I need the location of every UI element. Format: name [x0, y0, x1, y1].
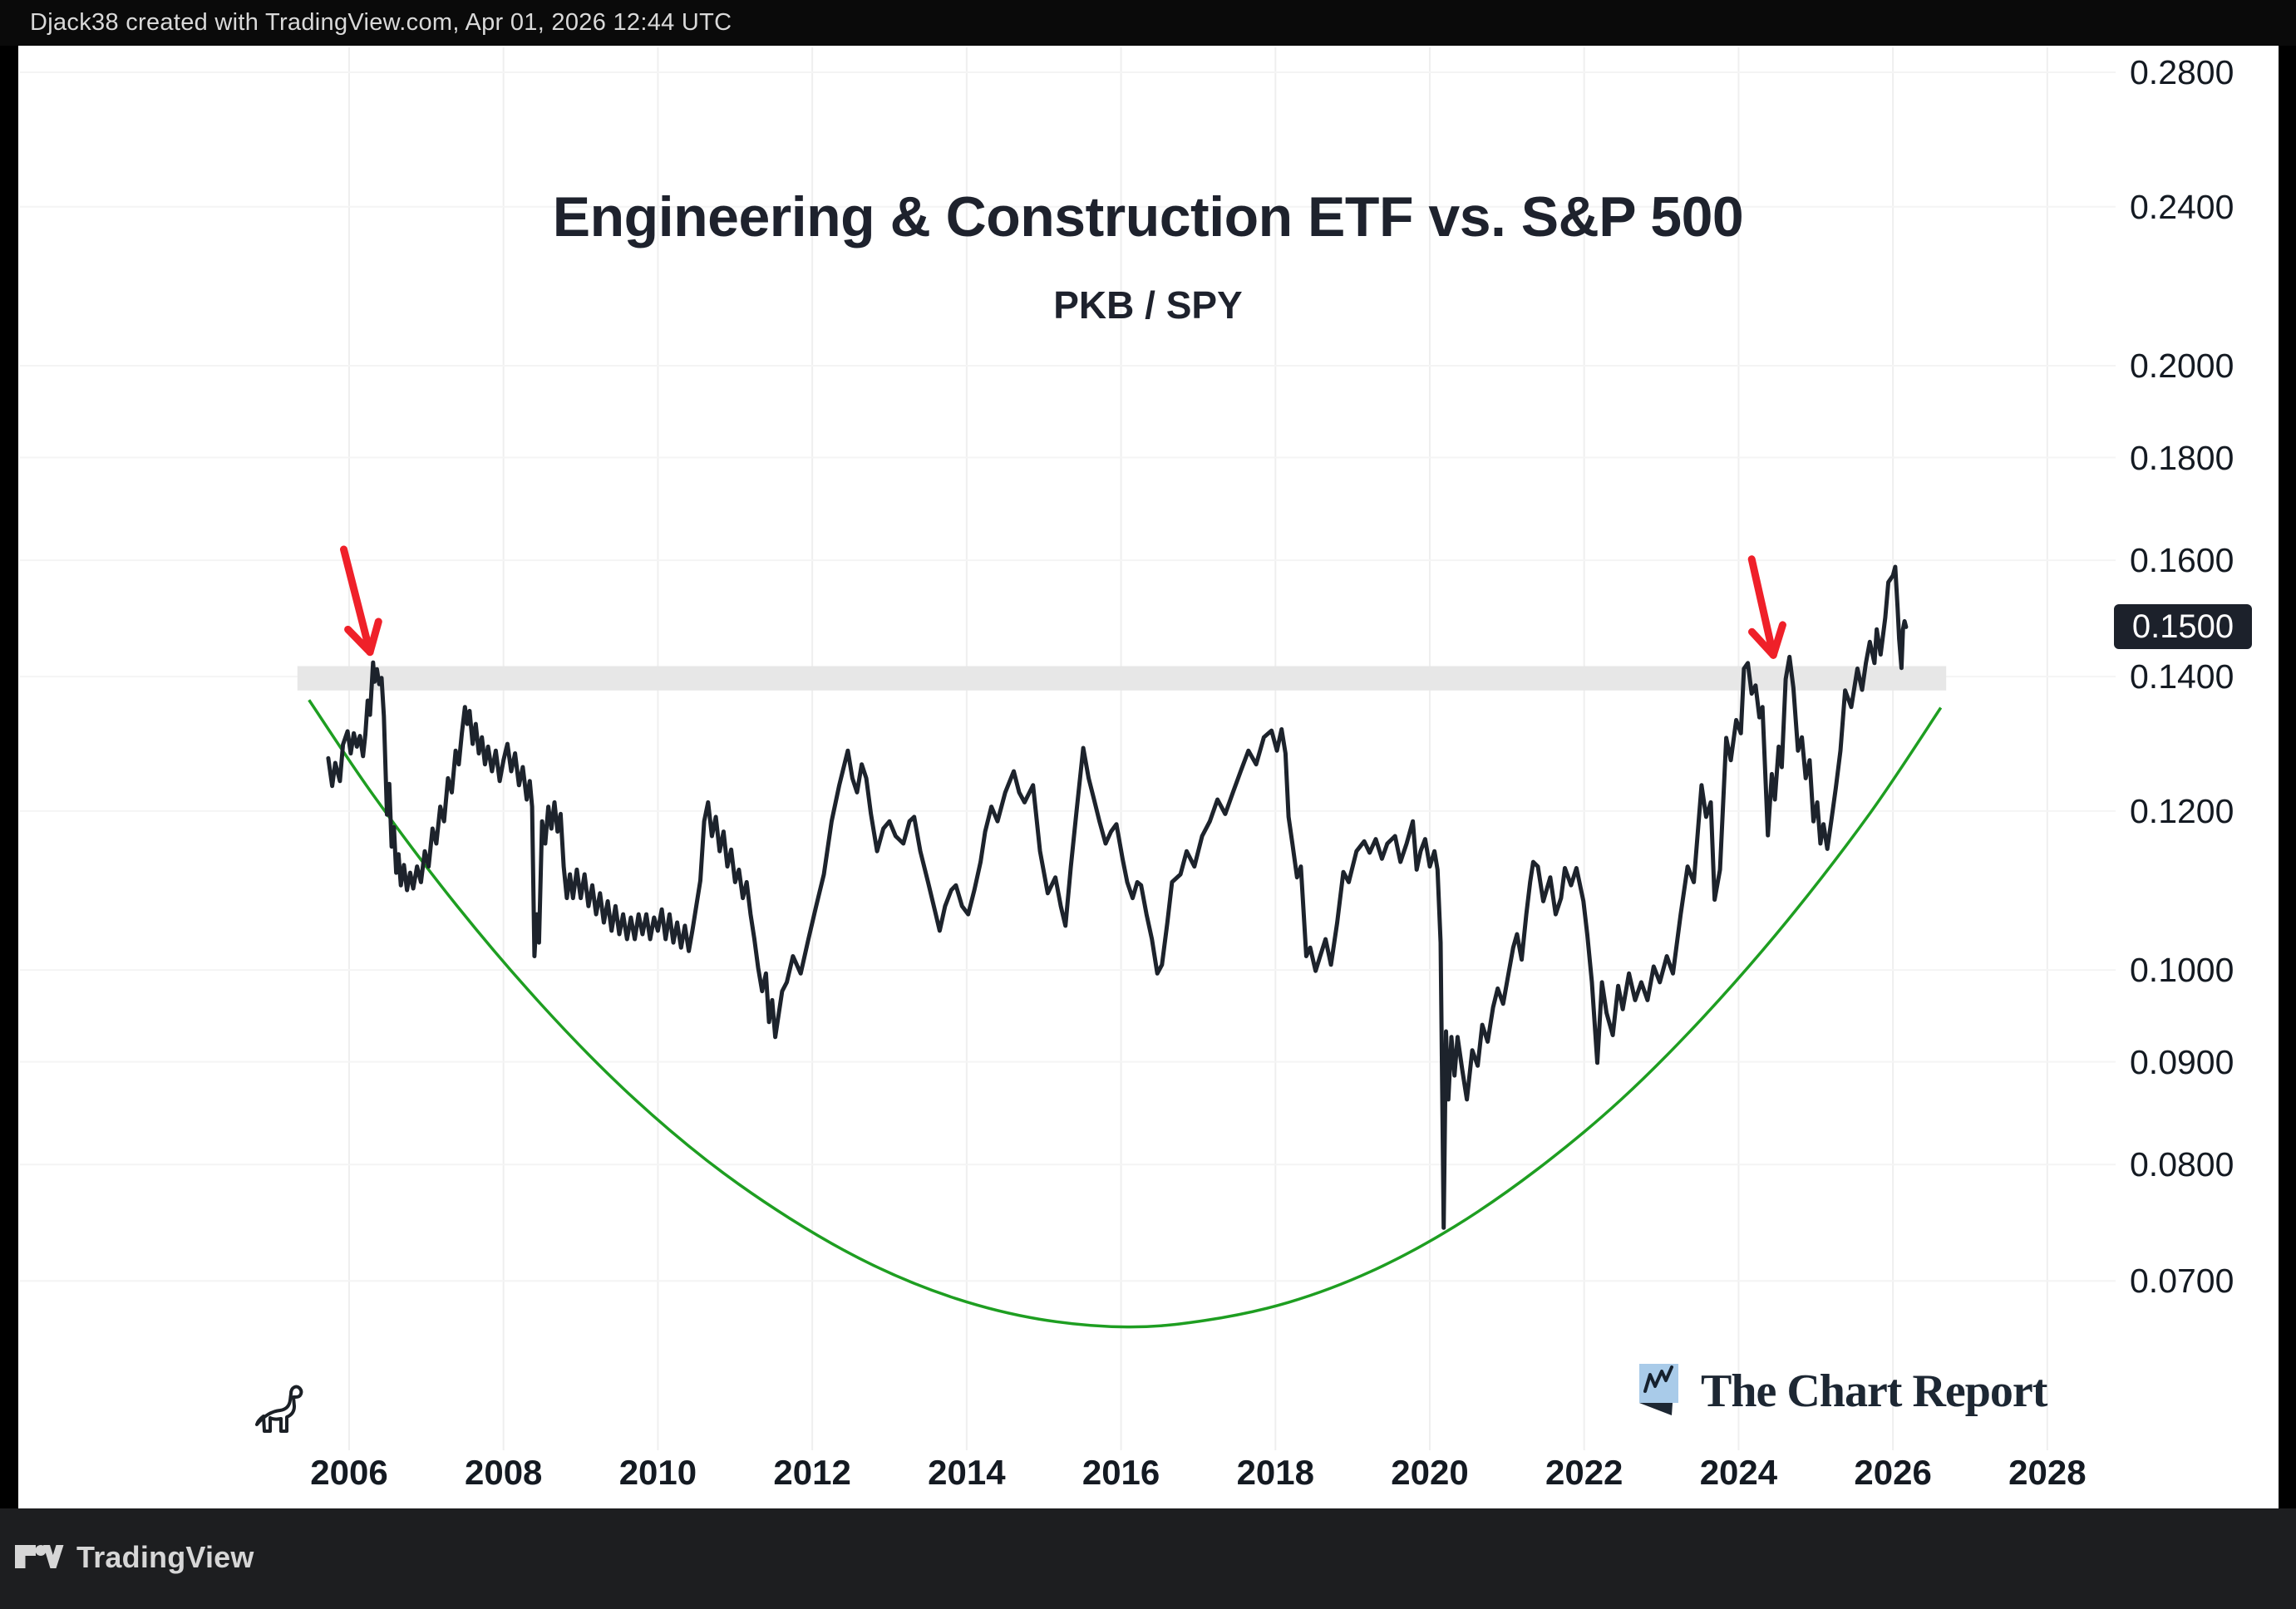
price-axis-tick-label: 0.1400 — [2130, 657, 2234, 696]
time-axis-tick-label: 2028 — [2008, 1453, 2087, 1492]
price-axis-tick-label: 0.1000 — [2130, 951, 2234, 990]
dinosaur-icon — [255, 1385, 303, 1433]
price-axis-tick-label: 0.2400 — [2130, 187, 2234, 226]
time-axis-tick-label: 2026 — [1854, 1453, 1932, 1492]
time-axis-tick-label: 2010 — [618, 1453, 697, 1492]
trendline-curve — [308, 699, 1943, 1329]
price-axis-tick-label: 0.1800 — [2130, 438, 2234, 477]
tradingview-wordmark: TradingView — [76, 1540, 254, 1574]
resistance-band — [297, 666, 1947, 691]
time-axis-tick-label: 2012 — [773, 1453, 851, 1492]
ratio-series-line — [326, 564, 1909, 1230]
time-axis-tick-label: 2020 — [1391, 1453, 1469, 1492]
chart-report-logo-text: The Chart Report — [1701, 1365, 2047, 1417]
chart-surface — [18, 46, 2279, 1508]
price-axis-tick-label: 0.2800 — [2130, 53, 2234, 92]
last-price-label: 0.1500 — [2114, 604, 2252, 650]
down-arrow-annotation — [340, 545, 374, 657]
footer-bar: TradingView — [0, 1508, 2296, 1609]
arrowhead-barb — [1748, 627, 1777, 659]
tradingview-logo-icon — [15, 1545, 64, 1568]
time-axis-tick-label: 2024 — [1699, 1453, 1778, 1492]
price-axis-tick-label: 0.1200 — [2130, 791, 2234, 830]
price-axis-tick-label: 0.1600 — [2130, 541, 2234, 580]
time-axis-tick-label: 2016 — [1081, 1453, 1160, 1492]
price-axis-tick-label: 0.0900 — [2130, 1042, 2234, 1081]
arrowhead-barb — [366, 618, 382, 657]
price-axis-tick-label: 0.0700 — [2130, 1262, 2234, 1301]
time-axis-tick-label: 2006 — [310, 1453, 388, 1492]
arrowhead-barb — [344, 625, 374, 657]
attribution-text: Djack38 created with TradingView.com, Ap… — [30, 9, 732, 36]
down-arrow-annotation — [1747, 555, 1777, 659]
chart-subtitle: PKB / SPY — [1053, 283, 1243, 327]
time-axis-tick-label: 2018 — [1236, 1453, 1314, 1492]
attribution-bar: Djack38 created with TradingView.com, Ap… — [0, 0, 2296, 46]
price-axis-tick-label: 0.2000 — [2130, 347, 2234, 385]
chart-report-logo: The Chart Report — [1636, 1360, 2047, 1423]
tradingview-logo: TradingView — [15, 1540, 254, 1575]
time-axis-tick-label: 2014 — [928, 1453, 1006, 1492]
arrowhead-barb — [1769, 621, 1786, 659]
chart-title: Engineering & Construction ETF vs. S&P 5… — [552, 185, 1744, 248]
time-axis-tick-label: 2008 — [464, 1453, 543, 1492]
price-axis-tick-label: 0.0800 — [2130, 1145, 2234, 1184]
chart-report-logo-icon — [1639, 1363, 1678, 1415]
time-axis-tick-label: 2022 — [1545, 1453, 1623, 1492]
